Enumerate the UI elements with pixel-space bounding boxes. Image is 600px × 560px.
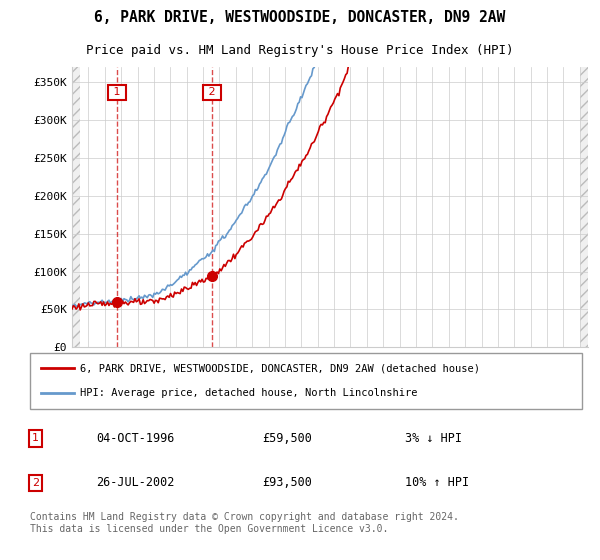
FancyBboxPatch shape <box>30 353 582 409</box>
Text: 3% ↓ HPI: 3% ↓ HPI <box>406 432 463 445</box>
Text: 2: 2 <box>205 87 219 97</box>
Text: HPI: Average price, detached house, North Lincolnshire: HPI: Average price, detached house, Nort… <box>80 388 417 398</box>
Text: 6, PARK DRIVE, WESTWOODSIDE, DONCASTER, DN9 2AW (detached house): 6, PARK DRIVE, WESTWOODSIDE, DONCASTER, … <box>80 363 479 374</box>
Text: Contains HM Land Registry data © Crown copyright and database right 2024.
This d: Contains HM Land Registry data © Crown c… <box>30 512 459 534</box>
Bar <box>580 67 590 347</box>
Text: 10% ↑ HPI: 10% ↑ HPI <box>406 477 469 489</box>
Text: 2: 2 <box>32 478 39 488</box>
Bar <box>72 67 80 347</box>
Text: 04-OCT-1996: 04-OCT-1996 <box>96 432 175 445</box>
Text: 1: 1 <box>32 433 39 443</box>
Text: 26-JUL-2002: 26-JUL-2002 <box>96 477 175 489</box>
Text: 6, PARK DRIVE, WESTWOODSIDE, DONCASTER, DN9 2AW: 6, PARK DRIVE, WESTWOODSIDE, DONCASTER, … <box>94 10 506 25</box>
Text: 1: 1 <box>110 87 124 97</box>
Text: Price paid vs. HM Land Registry's House Price Index (HPI): Price paid vs. HM Land Registry's House … <box>86 44 514 57</box>
Text: £93,500: £93,500 <box>262 477 312 489</box>
Text: £59,500: £59,500 <box>262 432 312 445</box>
